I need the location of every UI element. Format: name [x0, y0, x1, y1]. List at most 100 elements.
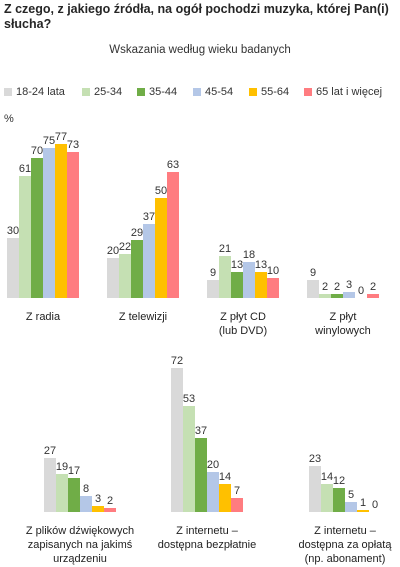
data-label: 7	[234, 485, 240, 497]
bar	[55, 144, 67, 298]
legend-label: 35-44	[149, 86, 178, 98]
category-label: (np. abonament)	[305, 553, 386, 565]
data-label: 10	[267, 265, 279, 277]
data-label: 75	[43, 135, 55, 147]
legend-label: 55-64	[261, 86, 290, 98]
category-label: Z internetu –	[314, 525, 377, 537]
bar	[319, 294, 331, 298]
data-label: 3	[95, 493, 101, 505]
bar	[345, 502, 357, 512]
data-label: 14	[219, 471, 231, 483]
category-label: Z radia	[26, 311, 61, 323]
bar	[207, 280, 219, 298]
bar	[231, 498, 243, 512]
category-label: Z plików dźwiękowych	[26, 525, 134, 537]
bar	[31, 158, 43, 298]
bar	[255, 272, 267, 298]
bar	[44, 458, 56, 512]
data-label: 9	[310, 267, 316, 279]
legend-label: 65 lat i więcej	[316, 86, 383, 98]
bar	[107, 258, 119, 298]
data-label: 61	[19, 163, 31, 175]
bar	[333, 488, 345, 512]
data-label: 29	[131, 227, 143, 239]
category-label: winylowych	[314, 325, 371, 337]
chart-subtitle: Wskazania według wieku badanych	[109, 44, 291, 56]
bar	[19, 176, 31, 298]
data-label: 0	[358, 285, 364, 297]
data-label: 13	[231, 259, 243, 271]
data-label: 12	[333, 475, 345, 487]
category-label: dostępna za opłatą	[299, 539, 393, 551]
category-label: Z płyt CD	[220, 311, 266, 323]
data-label: 50	[155, 185, 167, 197]
bar	[104, 508, 116, 512]
data-label: 3	[346, 279, 352, 291]
bar	[321, 484, 333, 512]
category-label: Z płyt	[330, 311, 357, 323]
bar	[243, 262, 255, 298]
data-label: 72	[171, 355, 183, 367]
data-label: 30	[7, 225, 19, 237]
bar	[68, 478, 80, 512]
bar	[67, 152, 79, 298]
bar	[119, 254, 131, 298]
data-label: 1	[360, 497, 366, 509]
y-unit-label: %	[4, 113, 14, 125]
data-label: 37	[143, 211, 155, 223]
bar	[219, 256, 231, 298]
bar	[195, 438, 207, 512]
category-label: (lub DVD)	[219, 325, 267, 337]
legend-label: 25-34	[94, 86, 123, 98]
data-label: 20	[107, 245, 119, 257]
data-label: 2	[334, 281, 340, 293]
category-label: Z internetu –	[176, 525, 239, 537]
category-label: urządzeniu	[53, 553, 107, 565]
legend-swatch	[304, 88, 312, 96]
bar	[307, 280, 319, 298]
data-label: 73	[67, 139, 79, 151]
data-label: 9	[210, 267, 216, 279]
data-label: 53	[183, 393, 195, 405]
bar	[80, 496, 92, 512]
bar	[167, 172, 179, 298]
bar	[56, 474, 68, 512]
bar	[207, 472, 219, 512]
bar	[219, 484, 231, 512]
bar	[155, 198, 167, 298]
bar	[343, 292, 355, 298]
data-label: 70	[31, 145, 43, 157]
bar	[231, 272, 243, 298]
data-label: 21	[219, 243, 231, 255]
bar	[131, 240, 143, 298]
data-label: 18	[243, 249, 255, 261]
category-label: zapisanych na jakimś	[28, 539, 133, 551]
bar	[183, 406, 195, 512]
data-label: 2	[322, 281, 328, 293]
bar	[357, 510, 369, 512]
data-label: 37	[195, 425, 207, 437]
legend-swatch	[82, 88, 90, 96]
bar	[331, 294, 343, 298]
bar	[171, 368, 183, 512]
bar	[43, 148, 55, 298]
legend-swatch	[137, 88, 145, 96]
data-label: 23	[309, 453, 321, 465]
data-label: 63	[167, 159, 179, 171]
data-label: 27	[44, 445, 56, 457]
data-label: 5	[348, 489, 354, 501]
legend-label: 45-54	[205, 86, 234, 98]
bar	[143, 224, 155, 298]
data-label: 77	[55, 131, 67, 143]
bar	[7, 238, 19, 298]
legend-label: 18-24 lata	[16, 86, 65, 98]
data-label: 20	[207, 459, 219, 471]
data-label: 17	[68, 465, 80, 477]
data-label: 0	[372, 499, 378, 511]
category-label: dostępna bezpłatnie	[158, 539, 256, 551]
legend-swatch	[249, 88, 257, 96]
bar	[92, 506, 104, 512]
data-label: 14	[321, 471, 333, 483]
